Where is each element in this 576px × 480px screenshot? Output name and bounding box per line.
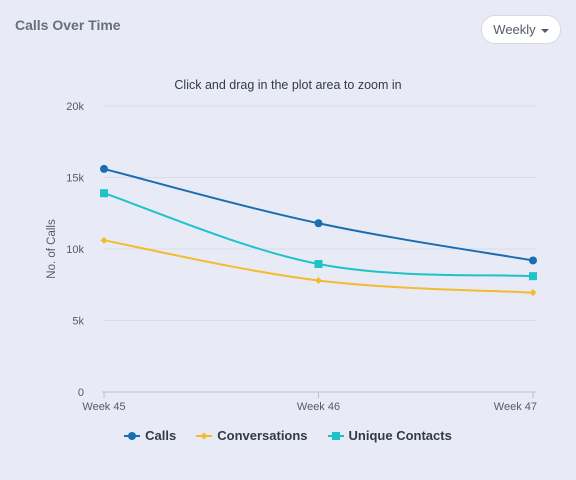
legend-symbol-conversations xyxy=(196,432,213,439)
legend-symbol-calls xyxy=(124,431,141,440)
data-point-unique-contacts xyxy=(529,272,537,281)
chart-legend: Calls Conversations Unique Contacts xyxy=(0,428,576,443)
legend-label: Conversations xyxy=(217,428,308,443)
y-tick-label: 0 xyxy=(78,387,84,399)
caret-down-icon xyxy=(540,28,549,33)
series-line-calls xyxy=(103,167,534,262)
x-tick-label: Week 46 xyxy=(297,401,340,413)
chart-subtitle: Click and drag in the plot area to zoom … xyxy=(174,78,401,92)
y-tick-label: 15k xyxy=(66,173,84,185)
x-tick-label: Week 45 xyxy=(82,401,125,413)
legend-item-calls[interactable]: Calls xyxy=(124,428,176,443)
data-point-calls xyxy=(100,164,108,173)
legend-label: Calls xyxy=(145,428,177,443)
period-dropdown-label: Weekly xyxy=(493,22,536,37)
data-point-conversations xyxy=(315,276,322,284)
chart-card-title: Calls Over Time xyxy=(15,17,121,33)
period-dropdown[interactable]: Weekly xyxy=(481,15,561,44)
legend-label: Unique Contacts xyxy=(348,428,452,443)
data-point-unique-contacts xyxy=(100,189,108,198)
data-point-calls xyxy=(529,256,537,265)
legend-symbol-unique-contacts xyxy=(327,431,344,440)
legend-item-conversations[interactable]: Conversations xyxy=(196,428,308,443)
y-tick-label: 5k xyxy=(72,316,84,328)
data-point-calls xyxy=(314,219,323,228)
y-axis-label: No. of Calls xyxy=(46,219,58,279)
y-tick-label: 20k xyxy=(66,101,84,113)
data-point-conversations xyxy=(529,289,537,297)
data-point-conversations xyxy=(100,236,108,244)
y-tick-label: 10k xyxy=(66,244,84,256)
x-tick-label: Week 47 xyxy=(494,401,537,413)
data-point-unique-contacts xyxy=(314,260,323,269)
legend-item-unique-contacts[interactable]: Unique Contacts xyxy=(327,428,452,443)
